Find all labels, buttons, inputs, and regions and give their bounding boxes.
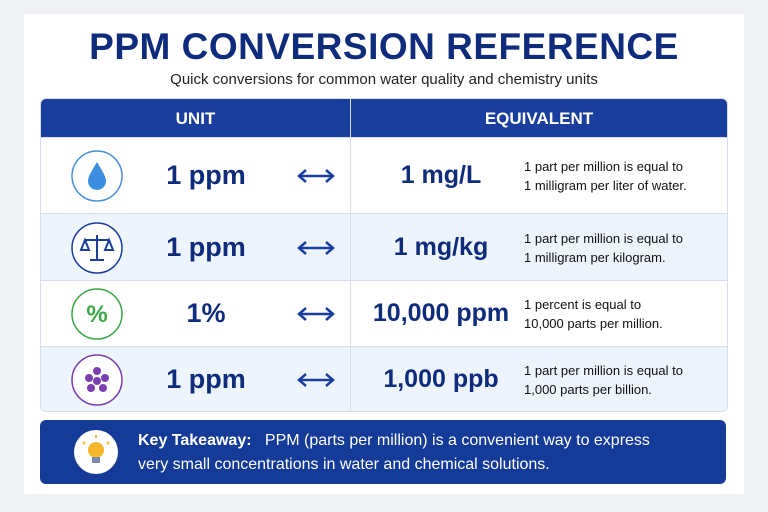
row-icon — [71, 150, 123, 202]
description: 1 part per million is equal to — [524, 230, 683, 246]
table-row: % 1% 10,000 ppm 1 percent is equal to 10,000… — [41, 280, 727, 347]
row-icon: % — [71, 288, 123, 340]
table: UNIT EQUIVALENT 1 ppm 1 mg/L 1 part per mi… — [40, 98, 728, 412]
arrow-icon — [297, 307, 335, 321]
arrow-icon — [297, 372, 335, 387]
description: 10,000 parts per million. — [524, 316, 663, 331]
equivalent: 1 mg/kg — [393, 232, 489, 261]
arrow-icon — [297, 240, 335, 255]
column-header: EQUIVALENT — [484, 109, 594, 128]
title: PPM CONVERSION REFERENCE — [89, 26, 679, 67]
table-header: UNIT EQUIVALENT — [41, 99, 727, 137]
row-icon — [71, 221, 123, 274]
description: 1 percent is equal to — [524, 297, 642, 312]
subtitle: Quick conversions for common water quali… — [170, 71, 598, 88]
bulb-icon — [74, 430, 118, 474]
column-divider — [350, 99, 351, 411]
unit: 1% — [186, 298, 226, 328]
description: 1 milligram per liter of water. — [524, 178, 687, 193]
takeaway-label: Key Takeaway: — [138, 432, 252, 449]
table-row: 1 ppm 1,000 ppb 1 part per million is equa… — [41, 346, 727, 411]
row-icon — [71, 353, 123, 406]
arrow-icon — [297, 169, 335, 183]
unit: 1 ppm — [166, 231, 246, 262]
icon-symbol: % — [86, 301, 107, 328]
description: 1 milligram per kilogram. — [524, 249, 666, 265]
takeaway-text: PPM (parts per million) is a convenient … — [264, 432, 650, 449]
equivalent: 10,000 ppm — [372, 299, 510, 327]
equivalent: 1,000 ppb — [383, 364, 499, 393]
takeaway-box: Key Takeaway: PPM (parts per million) is… — [40, 420, 726, 484]
unit: 1 ppm — [166, 160, 246, 190]
description: 1,000 parts per billion. — [524, 381, 652, 397]
takeaway-line: Key Takeaway: PPM (parts per million) is… — [138, 432, 650, 450]
table-row: 1 ppm 1 mg/kg 1 part per million is equal … — [41, 213, 727, 281]
description: 1 part per million is equal to — [524, 159, 683, 174]
unit: 1 ppm — [166, 363, 246, 394]
table-row: 1 ppm 1 mg/L 1 part per million is equal t… — [41, 137, 727, 214]
description: 1 part per million is equal to — [524, 362, 683, 378]
takeaway-text: very small concentrations in water and c… — [138, 456, 550, 473]
column-header: UNIT — [175, 109, 216, 128]
equivalent: 1 mg/L — [400, 161, 482, 189]
